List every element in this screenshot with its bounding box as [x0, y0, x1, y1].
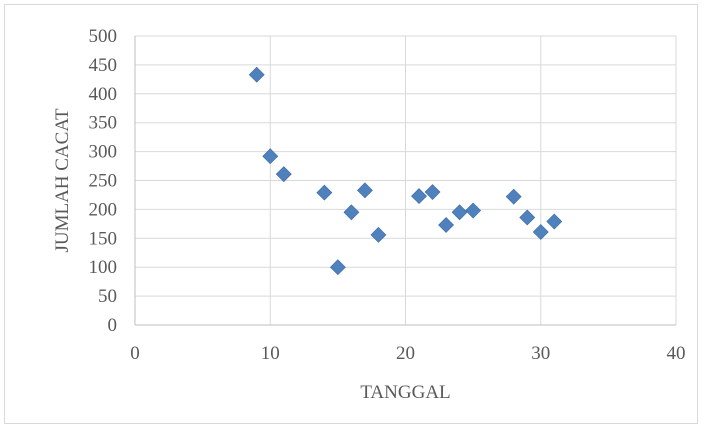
data-point: [316, 184, 333, 201]
grid-lines: [135, 35, 677, 325]
data-point: [329, 259, 346, 276]
y-tick-label: 50: [98, 286, 117, 307]
data-point: [248, 66, 265, 83]
data-point: [262, 148, 279, 165]
data-point: [438, 217, 454, 233]
y-tick-label: 350: [89, 113, 118, 134]
data-point: [505, 188, 522, 205]
data-point: [519, 209, 536, 226]
data-points: [248, 66, 563, 276]
x-tick-label: 40: [667, 343, 686, 364]
data-point: [357, 182, 373, 199]
y-tick-label: 400: [89, 84, 118, 105]
y-tick-label: 500: [89, 26, 118, 47]
data-point: [546, 213, 563, 230]
y-tick-label: 100: [89, 257, 118, 278]
y-tick-label: 450: [89, 55, 118, 76]
x-tick-label: 10: [261, 343, 280, 364]
y-axis-title: JUMLAH CACAT: [52, 108, 73, 252]
data-point: [411, 188, 427, 205]
y-tick-label: 150: [89, 228, 118, 249]
y-tick-label: 0: [108, 315, 118, 336]
data-point: [532, 224, 549, 240]
data-point: [451, 204, 468, 221]
x-axis-title: TANGGAL: [360, 382, 450, 403]
tick-labels: 0 50 100 150 200 250 300 350 400 450 500 0 10 20 30 40: [89, 26, 686, 364]
x-tick-label: 20: [396, 343, 415, 364]
data-point: [370, 226, 387, 243]
x-tick-label: 0: [130, 343, 140, 364]
x-tick-label: 30: [531, 343, 550, 364]
data-point: [424, 184, 441, 200]
data-point: [343, 204, 360, 221]
data-point: [465, 202, 482, 219]
y-tick-label: 200: [89, 199, 118, 220]
axes: [134, 36, 676, 326]
y-tick-label: 250: [89, 171, 118, 192]
data-point: [275, 166, 292, 183]
y-tick-label: 300: [89, 142, 118, 163]
